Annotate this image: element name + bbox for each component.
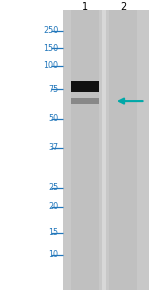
Text: 250: 250 [43, 26, 58, 35]
Text: 2: 2 [120, 2, 126, 12]
Text: 75: 75 [48, 85, 59, 94]
Bar [109, 10, 137, 290]
Text: 50: 50 [48, 114, 59, 123]
Text: 37: 37 [48, 144, 59, 152]
Text: 15: 15 [48, 229, 59, 237]
Bar [70, 10, 99, 290]
Text: 25: 25 [48, 183, 59, 192]
Text: 20: 20 [48, 202, 59, 211]
Text: 100: 100 [44, 62, 59, 70]
Text: 1: 1 [82, 2, 88, 12]
Bar [102, 10, 106, 290]
Bar [70, 98, 99, 104]
Text: 150: 150 [43, 44, 58, 53]
Bar [63, 10, 148, 290]
Text: 10: 10 [48, 251, 58, 259]
Bar [70, 81, 99, 92]
